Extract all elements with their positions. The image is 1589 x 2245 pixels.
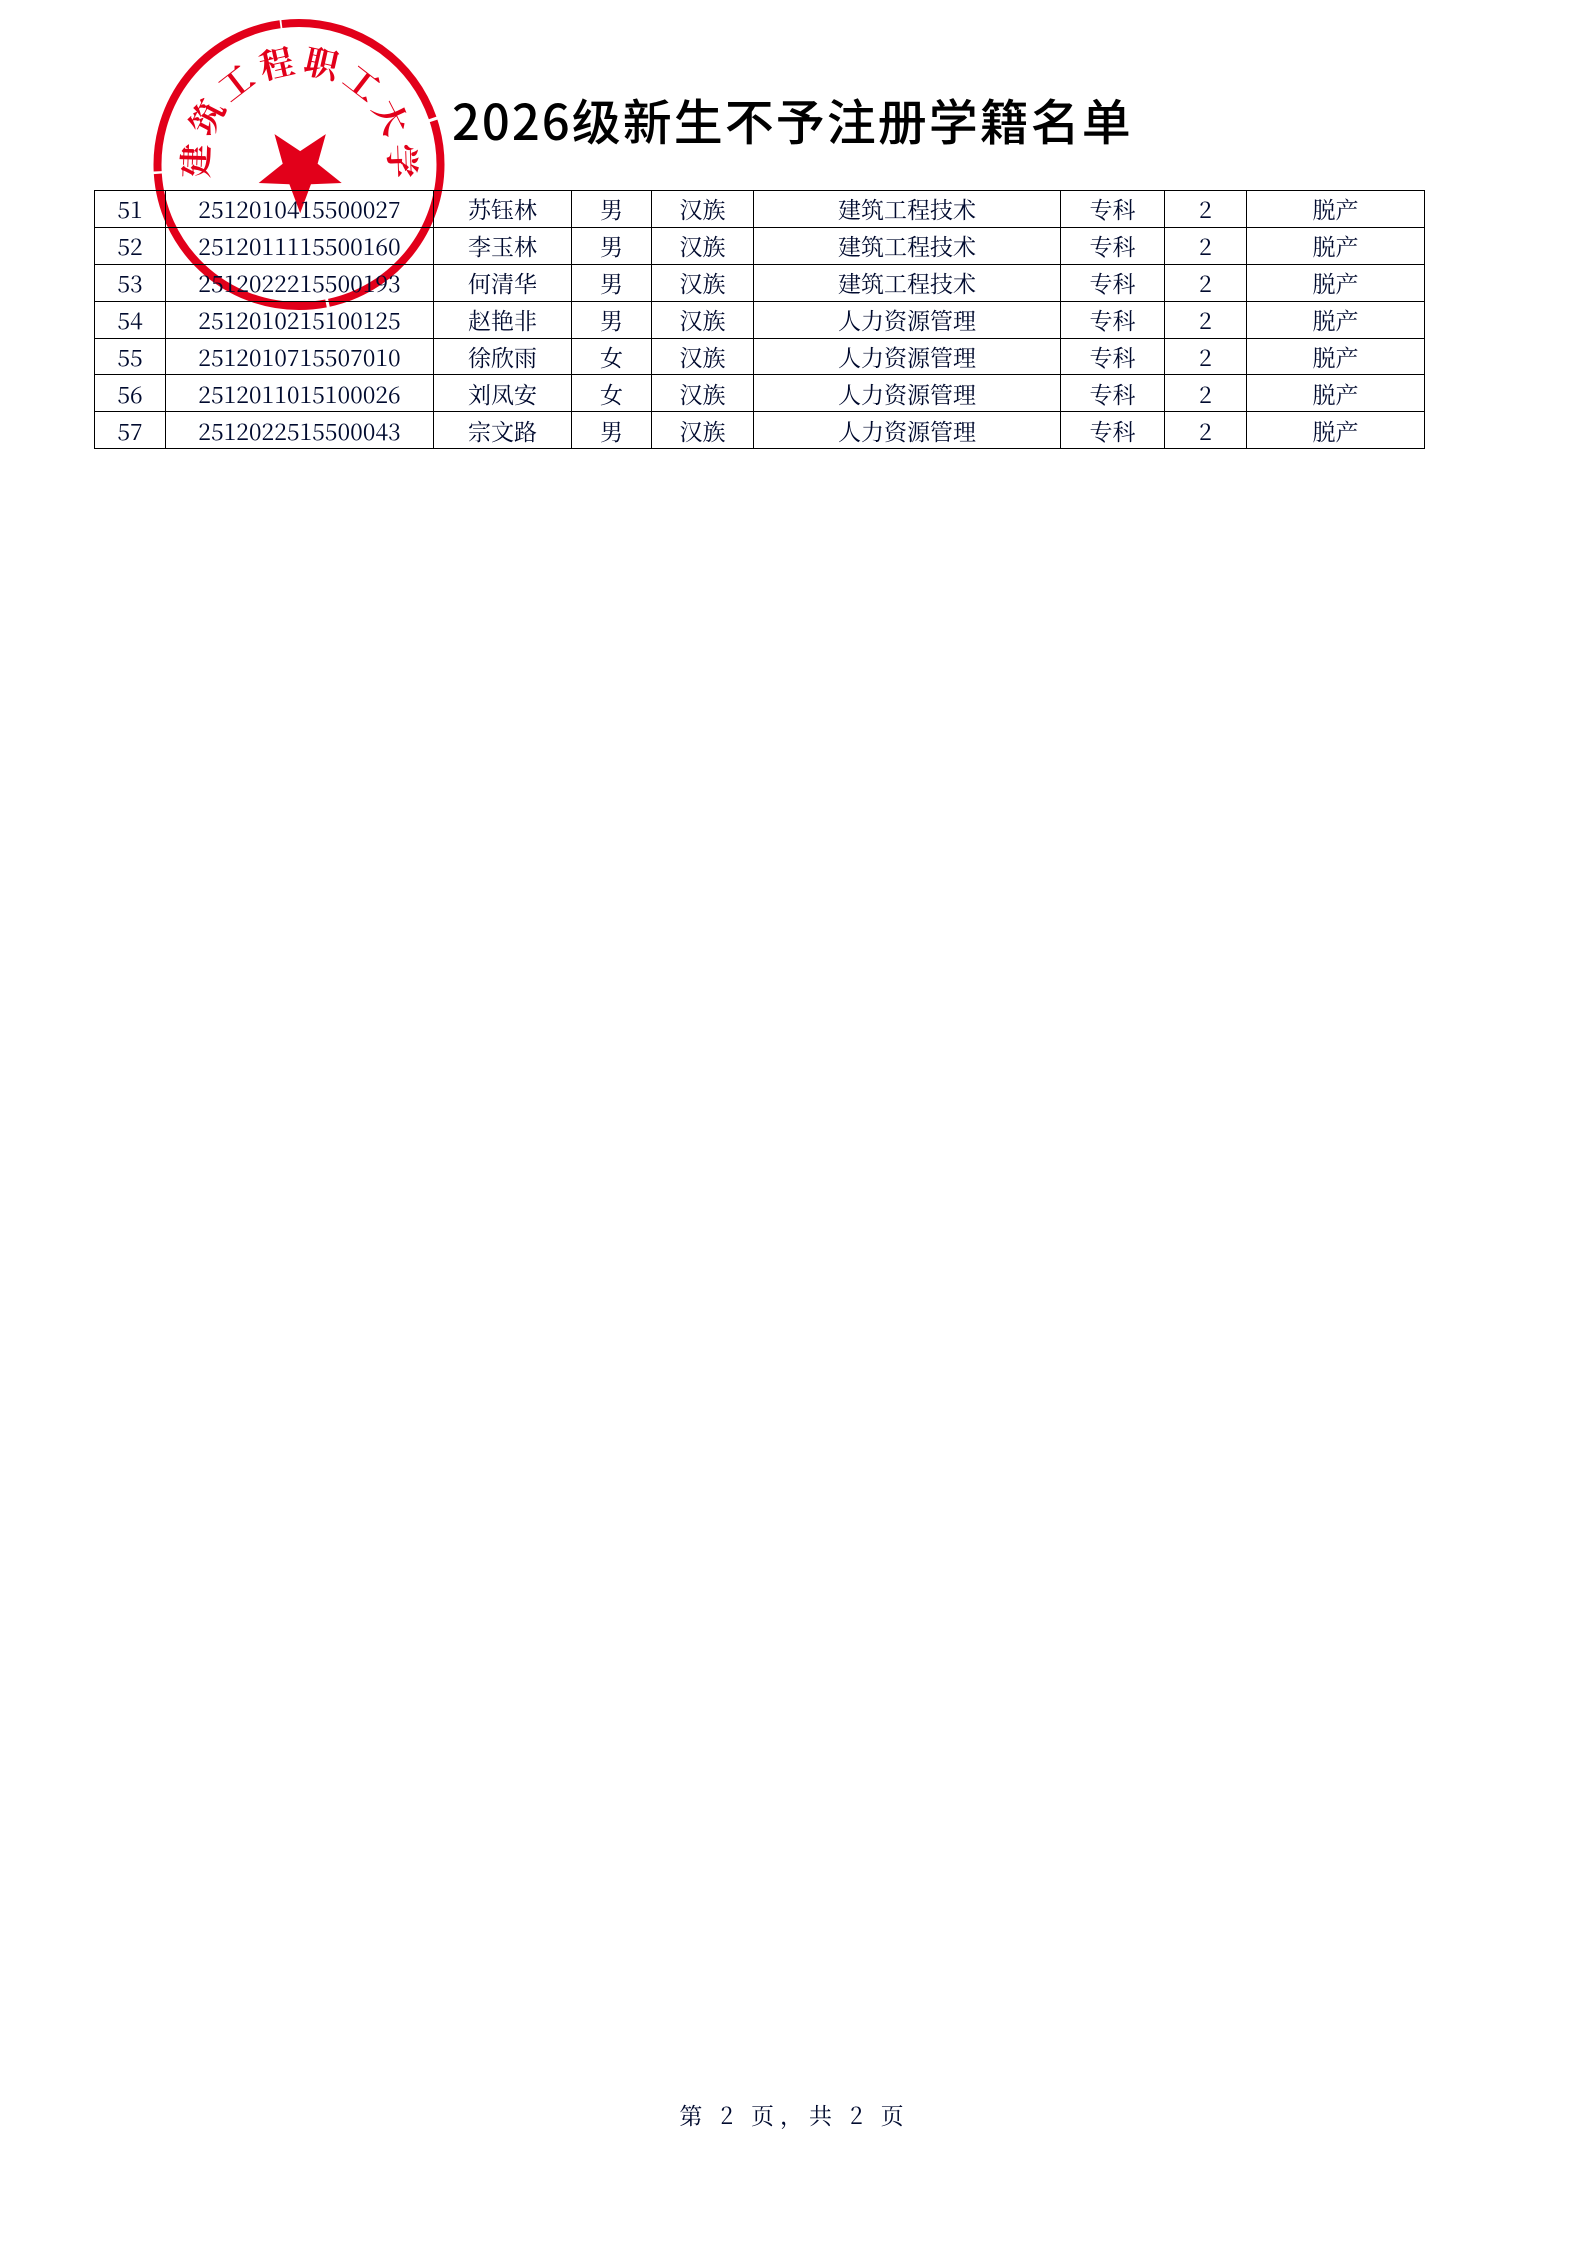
- svg-text:职: 职: [300, 34, 347, 90]
- svg-text:建: 建: [169, 143, 219, 179]
- svg-text:学: 学: [379, 143, 429, 179]
- svg-text:工: 工: [206, 51, 263, 111]
- svg-text:大: 大: [363, 90, 422, 143]
- svg-text:程: 程: [254, 34, 298, 89]
